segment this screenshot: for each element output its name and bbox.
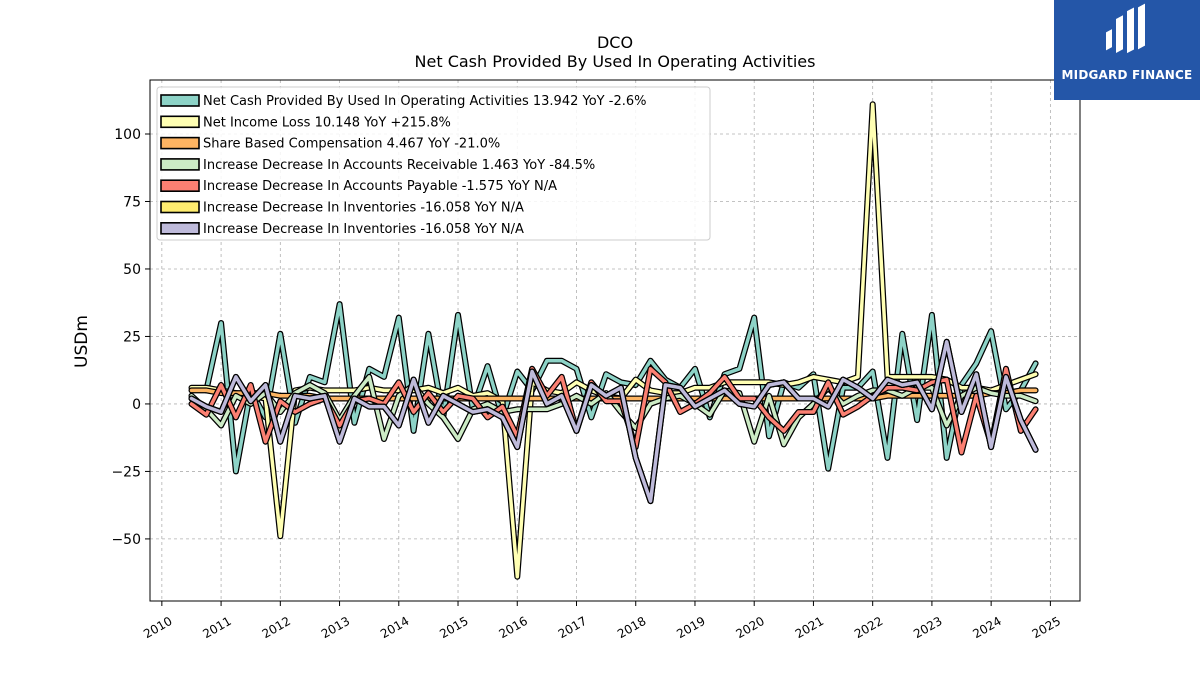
- x-tick-label: 2019: [674, 614, 707, 641]
- x-tick-label: 2025: [1030, 614, 1063, 641]
- x-tick-label: 2022: [852, 614, 885, 641]
- x-tick-label: 2015: [437, 614, 470, 641]
- y-tick-label: −50: [111, 532, 141, 548]
- legend-label-1: Net Income Loss 10.148 YoY +215.8%: [203, 115, 451, 130]
- legend-label-0: Net Cash Provided By Used In Operating A…: [203, 94, 646, 109]
- series-line-6: [189, 340, 1038, 503]
- legend-swatch-2: [160, 136, 200, 150]
- x-tick-label: 2017: [556, 614, 589, 641]
- x-tick-label: 2011: [200, 614, 233, 641]
- x-tick-label: 2010: [141, 614, 174, 641]
- legend-swatch-5: [160, 200, 200, 214]
- legend-swatch-4: [160, 179, 200, 192]
- legend-swatch-0: [160, 94, 200, 107]
- y-tick-label: 75: [123, 194, 141, 210]
- x-tick-label: 2016: [497, 614, 530, 641]
- x-tick-label: 2018: [615, 614, 648, 641]
- logo-mark-icon: [1106, 3, 1145, 54]
- legend-label-3: Increase Decrease In Accounts Receivable…: [203, 158, 595, 173]
- y-axis-label: USDm: [72, 315, 92, 368]
- x-tick-label: 2012: [260, 614, 293, 641]
- legend-label-4: Increase Decrease In Accounts Payable -1…: [203, 179, 557, 194]
- legend-swatch-1: [160, 115, 200, 129]
- x-tick-label: 2013: [319, 614, 352, 641]
- legend-label-6: Increase Decrease In Inventories -16.058…: [203, 222, 524, 237]
- y-tick-label: 50: [123, 262, 141, 278]
- y-tick-label: −25: [111, 464, 141, 480]
- x-tick-label: 2014: [378, 614, 411, 641]
- logo-text: MIDGARD FINANCE: [1061, 68, 1193, 82]
- x-tick-label: 2024: [970, 614, 1003, 641]
- plot-frame: [149, 79, 1081, 602]
- legend-swatch-3: [160, 158, 200, 171]
- y-tick-label: 25: [123, 329, 141, 345]
- y-tick-label: 100: [114, 127, 141, 143]
- x-tick-label: 2021: [793, 614, 826, 641]
- x-tick-label: 2023: [911, 614, 944, 641]
- legend-label-2: Share Based Compensation 4.467 YoY -21.0…: [203, 137, 500, 152]
- y-tick-label: 0: [132, 397, 141, 413]
- midgard-finance-logo: MIDGARD FINANCE: [1054, 0, 1200, 100]
- legend-box: [156, 86, 711, 241]
- x-tick-label: 2020: [733, 614, 766, 641]
- chart-subtitle: Net Cash Provided By Used In Operating A…: [414, 52, 816, 71]
- chart-title: DCO: [596, 33, 634, 52]
- legend-label-5: Increase Decrease In Inventories -16.058…: [203, 201, 524, 216]
- legend-swatch-6: [160, 222, 200, 235]
